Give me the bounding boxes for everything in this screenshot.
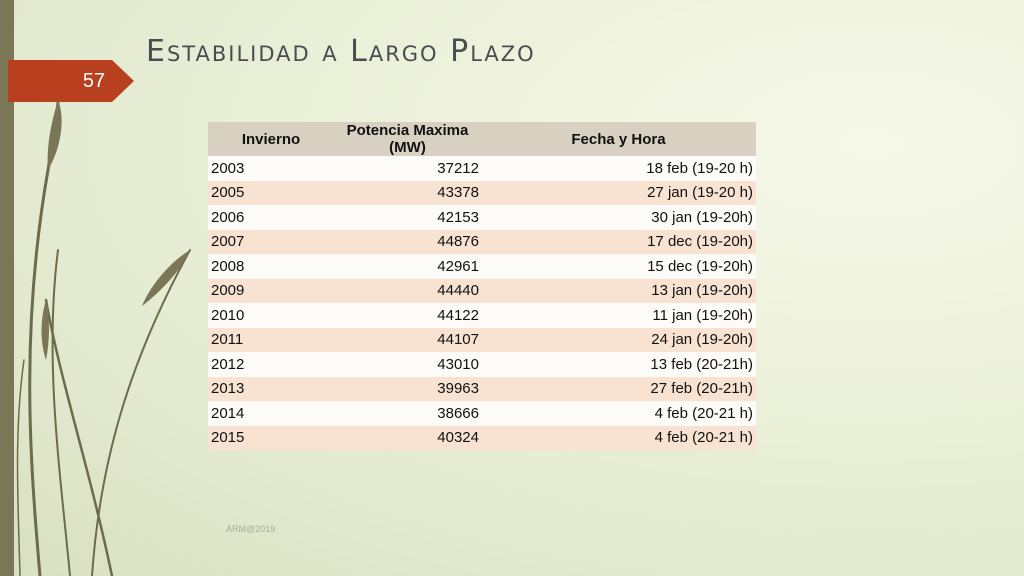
cell-potencia: 37212 — [334, 156, 481, 181]
cell-potencia: 44122 — [334, 303, 481, 328]
table-row: 2011 44107 24 jan (19-20h) — [208, 327, 756, 352]
cell-potencia: 44440 — [334, 278, 481, 303]
cell-invierno: 2007 — [208, 229, 334, 254]
cell-invierno: 2003 — [208, 156, 334, 181]
cell-potencia: 42961 — [334, 254, 481, 279]
cell-invierno: 2008 — [208, 254, 334, 279]
cell-invierno: 2009 — [208, 278, 334, 303]
cell-potencia: 38666 — [334, 401, 481, 426]
cell-fecha: 27 jan (19-20 h) — [481, 180, 756, 205]
cell-fecha: 4 feb (20-21 h) — [481, 401, 756, 426]
peak-power-table: Invierno Potencia Maxima (MW) Fecha y Ho… — [208, 122, 756, 450]
cell-potencia: 43378 — [334, 180, 481, 205]
column-header-invierno: Invierno — [208, 122, 334, 156]
cell-fecha: 15 dec (19-20h) — [481, 254, 756, 279]
cell-invierno: 2012 — [208, 352, 334, 377]
table-row: 2009 44440 13 jan (19-20h) — [208, 278, 756, 303]
cell-potencia: 40324 — [334, 425, 481, 450]
table-row: 2012 43010 13 feb (20-21h) — [208, 352, 756, 377]
cell-fecha: 24 jan (19-20h) — [481, 327, 756, 352]
cell-potencia: 44876 — [334, 229, 481, 254]
cell-fecha: 27 feb (20-21h) — [481, 376, 756, 401]
table-row: 2015 40324 4 feb (20-21 h) — [208, 425, 756, 450]
cell-fecha: 17 dec (19-20h) — [481, 229, 756, 254]
table-row: 2003 37212 18 feb (19-20 h) — [208, 156, 756, 181]
cell-fecha: 18 feb (19-20 h) — [481, 156, 756, 181]
cell-fecha: 11 jan (19-20h) — [481, 303, 756, 328]
decorative-stems — [16, 78, 191, 576]
table-row: 2008 42961 15 dec (19-20h) — [208, 254, 756, 279]
cell-potencia: 42153 — [334, 205, 481, 230]
table-body: 2003 37212 18 feb (19-20 h) 2005 43378 27 jan… — [208, 156, 756, 450]
table-row: 2005 43378 27 jan (19-20 h) — [208, 180, 756, 205]
cell-potencia: 44107 — [334, 327, 481, 352]
cell-invierno: 2011 — [208, 327, 334, 352]
column-header-potencia: Potencia Maxima (MW) — [334, 122, 481, 156]
cell-invierno: 2015 — [208, 425, 334, 450]
cell-fecha: 13 feb (20-21h) — [481, 352, 756, 377]
page-number-badge: 57 — [8, 60, 134, 102]
table-row: 2013 39963 27 feb (20-21h) — [208, 376, 756, 401]
table-row: 2010 44122 11 jan (19-20h) — [208, 303, 756, 328]
cell-fecha: 4 feb (20-21 h) — [481, 425, 756, 450]
cell-invierno: 2005 — [208, 180, 334, 205]
cell-invierno: 2014 — [208, 401, 334, 426]
table-header-row: Invierno Potencia Maxima (MW) Fecha y Ho… — [208, 122, 756, 156]
table-row: 2006 42153 30 jan (19-20h) — [208, 205, 756, 230]
cell-potencia: 39963 — [334, 376, 481, 401]
page-number: 57 — [82, 70, 106, 92]
table-row: 2014 38666 4 feb (20-21 h) — [208, 401, 756, 426]
footer-credit: ARM@2019 — [226, 524, 276, 534]
cell-invierno: 2010 — [208, 303, 334, 328]
cell-fecha: 13 jan (19-20h) — [481, 278, 756, 303]
cell-invierno: 2013 — [208, 376, 334, 401]
left-accent-bar — [0, 0, 14, 576]
table-row: 2007 44876 17 dec (19-20h) — [208, 229, 756, 254]
cell-potencia: 43010 — [334, 352, 481, 377]
column-header-fecha: Fecha y Hora — [481, 122, 756, 156]
cell-invierno: 2006 — [208, 205, 334, 230]
slide-title: Estabilidad a Largo Plazo — [146, 34, 536, 69]
cell-fecha: 30 jan (19-20h) — [481, 205, 756, 230]
